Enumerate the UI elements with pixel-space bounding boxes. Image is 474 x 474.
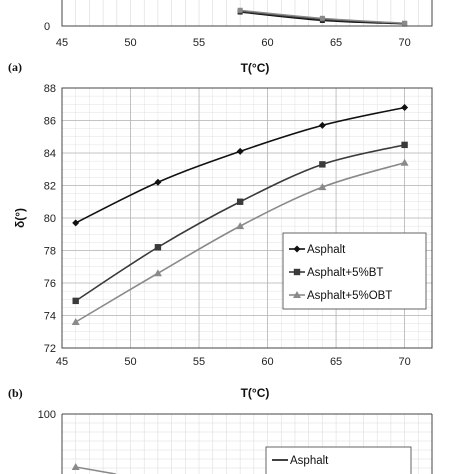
- legend-swatch-marker: [293, 291, 301, 298]
- y-tick-label: 86: [44, 116, 56, 128]
- data-point: [236, 222, 245, 230]
- x-tick-label: 70: [398, 37, 410, 49]
- y-tick-label: 88: [44, 83, 56, 95]
- plot-frame: [61, 87, 433, 349]
- y-tick-label: 0: [44, 21, 50, 33]
- x-tick-label: 45: [56, 356, 68, 368]
- legend-swatch-marker: [293, 268, 301, 276]
- y-tick-label: 78: [44, 246, 56, 258]
- legend-swatch-marker: [293, 245, 301, 253]
- legend: Asphalt Asphalt+5%BT Asphalt+5%OBT: [282, 232, 427, 310]
- series-2: [237, 7, 408, 26]
- plot-frame: [61, 0, 433, 27]
- data-point: [236, 198, 244, 205]
- delta-temperature-chart: 72 74 76 78 80 82 84 86 88 45 50 55 60 65 70 T(°C) δ(°) A…: [13, 83, 433, 400]
- series-asphalt: [72, 104, 409, 227]
- data-point: [236, 147, 244, 155]
- data-point: [319, 15, 325, 21]
- y-tick-label: 100: [38, 409, 56, 421]
- data-point: [154, 178, 162, 186]
- x-tick-label: 50: [124, 356, 136, 368]
- y-tick-label: 72: [44, 343, 56, 355]
- legend-label: Asphalt+5%OBT: [307, 290, 392, 302]
- x-tick-label: 65: [330, 37, 342, 49]
- x-tick-label: 55: [193, 356, 205, 368]
- y-tick-label: 76: [44, 278, 56, 290]
- legend-label: Asphalt+5%BT: [307, 267, 383, 279]
- data-point: [71, 318, 80, 325]
- data-point: [400, 158, 409, 166]
- data-point: [401, 104, 409, 111]
- x-tick-label: 65: [330, 356, 342, 368]
- legend-box: [282, 232, 427, 310]
- data-point: [72, 219, 80, 227]
- x-axis-title: T(°C): [241, 386, 270, 400]
- x-tick-label: 55: [193, 37, 205, 49]
- x-axis-title: T(°C): [241, 61, 270, 75]
- series-line: [75, 466, 116, 474]
- panel-label-b: (b): [8, 386, 23, 400]
- data-point: [237, 7, 243, 13]
- data-point: [153, 269, 162, 277]
- y-tick-label: 80: [44, 213, 56, 225]
- data-point: [402, 20, 408, 26]
- x-tick-label: 70: [398, 356, 410, 368]
- legend-label: Asphalt: [290, 455, 329, 467]
- data-point: [72, 297, 79, 305]
- series-asphalt-5-obt: [71, 158, 409, 325]
- data-point: [154, 244, 162, 251]
- legend: Asphalt: [265, 446, 412, 474]
- data-point: [318, 183, 327, 191]
- data-point: [71, 463, 80, 470]
- legend-box: [265, 446, 412, 474]
- x-tick-label: 60: [261, 356, 273, 368]
- series-asphalt-5-bt: [72, 141, 408, 305]
- data-point: [318, 121, 326, 129]
- x-tick-label: 60: [261, 37, 273, 49]
- x-tick-label: 45: [56, 37, 68, 49]
- top-partial-chart: 0 45 50 55 60 65 70 T(°C): [44, 0, 433, 75]
- y-axis-title: δ(°): [13, 208, 27, 228]
- y-tick-label: 74: [44, 311, 56, 323]
- y-tick-label: 82: [44, 181, 56, 193]
- data-point: [401, 141, 408, 149]
- panel-label-a: (a): [8, 60, 22, 74]
- legend-label: Asphalt: [307, 244, 346, 256]
- y-tick-label: 84: [44, 148, 56, 160]
- data-point: [319, 161, 326, 168]
- bottom-partial-chart: 100 Asphalt: [38, 409, 433, 474]
- x-tick-label: 50: [124, 37, 136, 49]
